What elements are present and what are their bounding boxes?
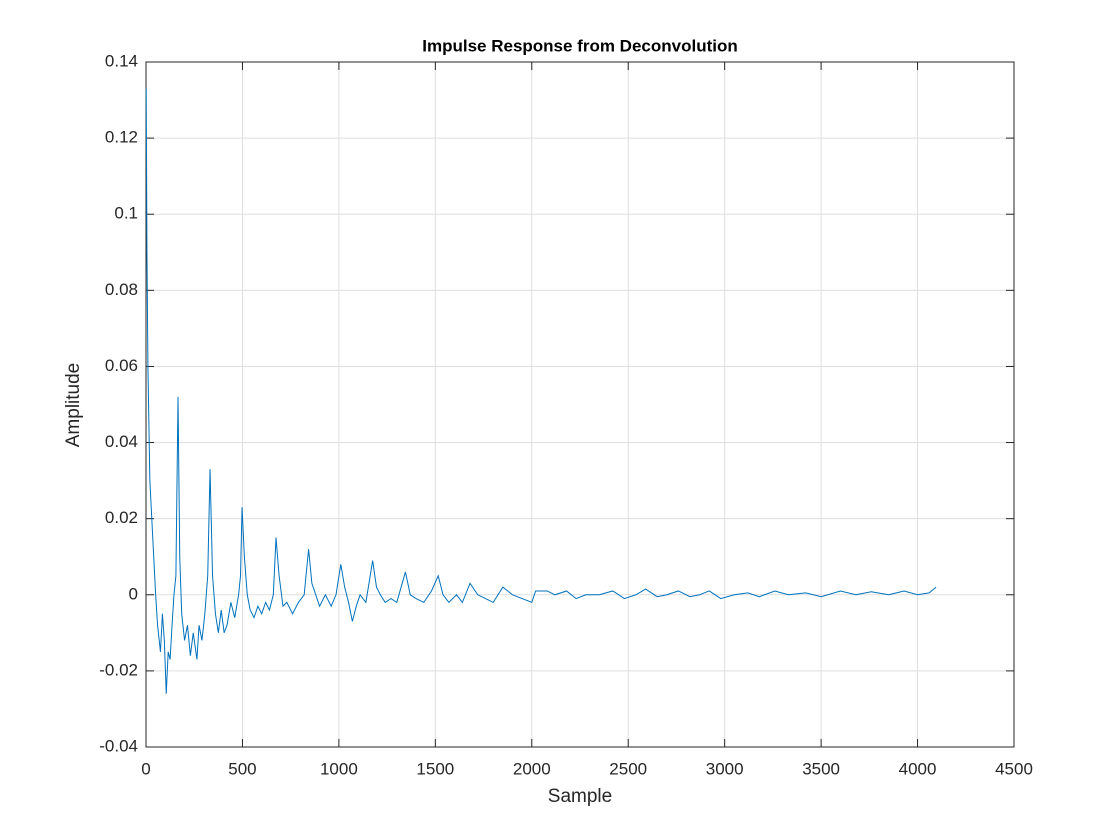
- axes-box: [145, 61, 1015, 748]
- x-tick-label: 1000: [320, 759, 358, 778]
- x-tick-label: 0: [141, 759, 150, 778]
- x-tick-label: 3500: [802, 759, 840, 778]
- x-tick-label: 500: [228, 759, 256, 778]
- y-tick-label: -0.04: [99, 736, 138, 755]
- x-tick-label: 1500: [416, 759, 454, 778]
- chart-title: Impulse Response from Deconvolution: [422, 36, 738, 55]
- y-tick-label: 0.08: [105, 280, 138, 299]
- data-line: [145, 88, 937, 694]
- y-tick-label: 0.14: [105, 51, 138, 70]
- y-tick-label: 0.06: [105, 356, 138, 375]
- x-tick-label: 2000: [513, 759, 551, 778]
- x-tick-label: 4000: [899, 759, 937, 778]
- x-axis-label: Sample: [548, 786, 612, 807]
- y-tick-label: 0.02: [105, 508, 138, 527]
- y-tick-label: 0.1: [114, 204, 138, 223]
- x-tick-label: 4500: [995, 759, 1033, 778]
- y-tick-label: 0.04: [105, 432, 138, 451]
- y-tick-label: 0.12: [105, 128, 138, 147]
- x-tick-label: 2500: [609, 759, 647, 778]
- y-tick-label: 0: [129, 584, 138, 603]
- y-axis-label: Amplitude: [63, 363, 84, 448]
- y-tick-label: -0.02: [99, 660, 138, 679]
- x-tick-label: 3000: [706, 759, 744, 778]
